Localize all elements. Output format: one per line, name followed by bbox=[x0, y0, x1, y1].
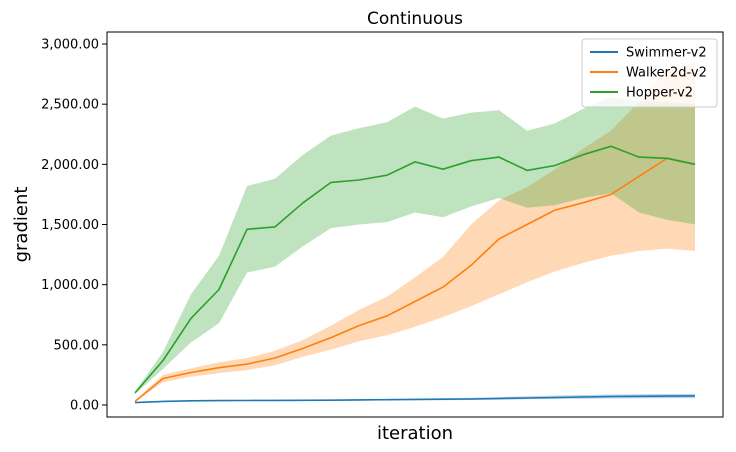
legend-label: Walker2d-v2 bbox=[626, 66, 707, 81]
legend-box bbox=[581, 38, 718, 108]
line-walker2d-v2 bbox=[134, 157, 696, 403]
band-walker2d-v2 bbox=[135, 62, 695, 402]
series-lines bbox=[134, 145, 696, 404]
y-tick-label: 2,500.00 bbox=[41, 98, 99, 113]
line-hopper-v2 bbox=[134, 145, 696, 394]
y-axis: 0.00 500.00 1,000.00 1,500.00 2,000.00 2,500.… bbox=[41, 38, 107, 413]
y-tick-label: 1,000.00 bbox=[41, 278, 99, 293]
legend-label: Hopper-v2 bbox=[626, 86, 693, 101]
chart-title: Continuous bbox=[367, 9, 463, 29]
legend: Swimmer-v2 Walker2d-v2 Hopper-v2 bbox=[581, 38, 718, 108]
y-tick-label: 1,500.00 bbox=[41, 218, 99, 233]
y-tick-label: 3,000.00 bbox=[41, 38, 99, 53]
legend-label: Swimmer-v2 bbox=[626, 46, 707, 61]
y-axis-label: gradient bbox=[11, 187, 32, 263]
band-hopper-v2 bbox=[135, 97, 695, 395]
x-axis-label: iteration bbox=[377, 423, 453, 444]
y-tick-label: 2,000.00 bbox=[41, 158, 99, 173]
y-tick-label: 0.00 bbox=[70, 398, 99, 413]
line-swimmer-v2 bbox=[134, 395, 696, 404]
y-tick-label: 500.00 bbox=[54, 338, 100, 353]
